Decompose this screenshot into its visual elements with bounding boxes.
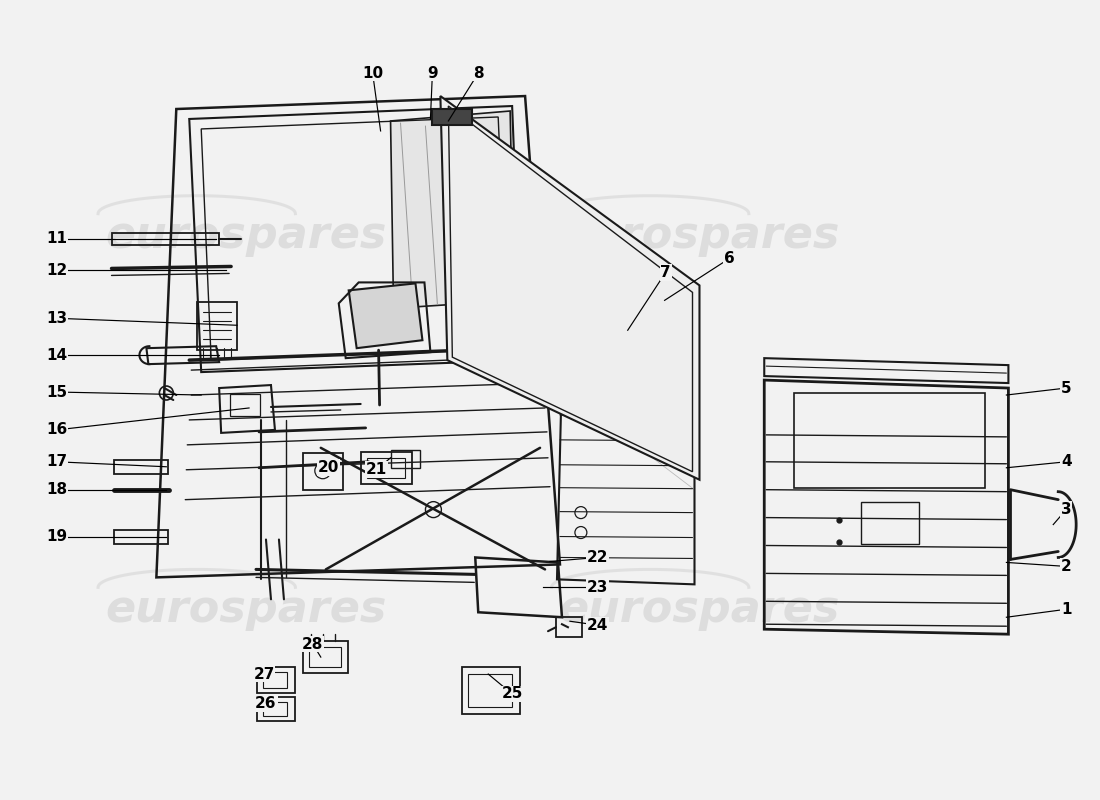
Text: 7: 7 xyxy=(660,265,671,280)
Text: 25: 25 xyxy=(502,686,522,702)
Text: 17: 17 xyxy=(46,454,67,470)
Text: 19: 19 xyxy=(46,529,67,544)
Text: 2: 2 xyxy=(1060,559,1071,574)
Text: 27: 27 xyxy=(253,666,275,682)
Text: eurospares: eurospares xyxy=(559,588,840,630)
Text: eurospares: eurospares xyxy=(106,214,387,257)
Polygon shape xyxy=(440,96,700,480)
Text: 8: 8 xyxy=(473,66,484,81)
Polygon shape xyxy=(390,111,514,308)
Text: 22: 22 xyxy=(587,550,608,565)
Polygon shape xyxy=(349,283,422,348)
Text: eurospares: eurospares xyxy=(106,588,387,630)
Text: 24: 24 xyxy=(587,618,608,633)
Polygon shape xyxy=(432,109,472,125)
Text: 18: 18 xyxy=(46,482,67,497)
Text: 23: 23 xyxy=(587,580,608,595)
Text: 16: 16 xyxy=(46,422,67,438)
Text: eurospares: eurospares xyxy=(559,214,840,257)
Text: 4: 4 xyxy=(1060,454,1071,470)
Text: 20: 20 xyxy=(318,460,340,475)
Text: 6: 6 xyxy=(724,251,735,266)
Text: 1: 1 xyxy=(1062,602,1071,617)
Text: 9: 9 xyxy=(427,66,438,81)
Text: 15: 15 xyxy=(46,385,67,399)
Text: 26: 26 xyxy=(255,697,277,711)
Text: 21: 21 xyxy=(366,462,387,478)
Text: 12: 12 xyxy=(46,263,67,278)
Text: 3: 3 xyxy=(1060,502,1071,517)
Text: 11: 11 xyxy=(46,231,67,246)
Text: 14: 14 xyxy=(46,348,67,362)
Text: 28: 28 xyxy=(302,637,323,652)
Text: 10: 10 xyxy=(362,66,383,81)
Text: 13: 13 xyxy=(46,310,67,326)
Text: 5: 5 xyxy=(1060,381,1071,395)
